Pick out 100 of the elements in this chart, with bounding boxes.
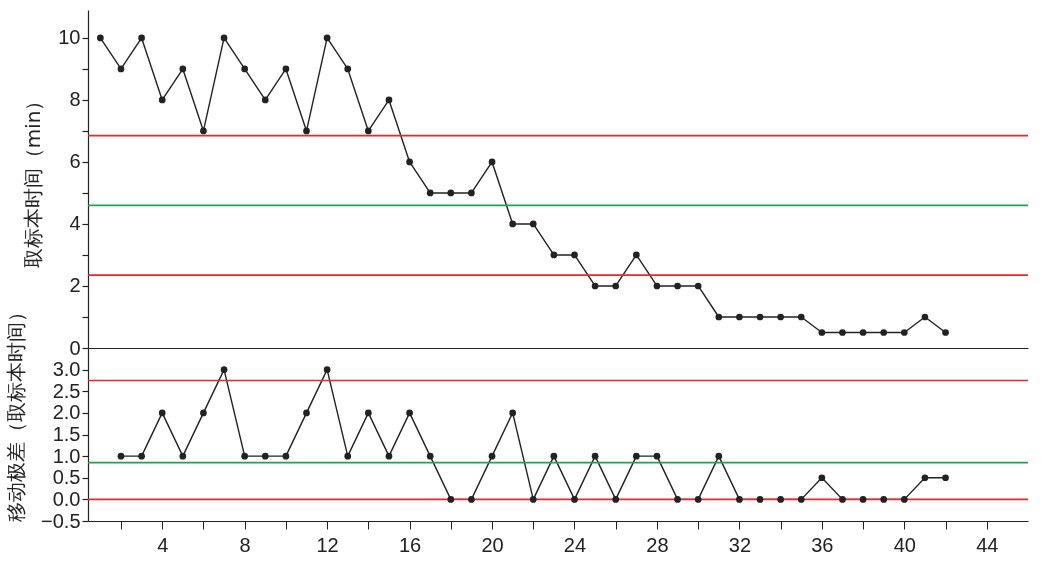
point	[612, 282, 620, 290]
y-tick-label: 0.0	[52, 487, 81, 510]
point	[365, 127, 372, 135]
point	[839, 329, 846, 336]
point	[509, 409, 516, 417]
y-tick-label: 6	[69, 150, 81, 173]
point	[900, 496, 908, 503]
point	[529, 220, 537, 228]
point	[818, 474, 826, 482]
point	[797, 496, 805, 503]
y-tick-label: −0.5	[41, 509, 81, 532]
point	[220, 34, 228, 42]
point	[179, 65, 187, 73]
point	[674, 496, 681, 503]
point	[447, 189, 455, 197]
x-tick-label: 24	[563, 533, 587, 556]
y-tick-label: 3.0	[52, 358, 81, 381]
y-axis-title: 移动极差（取标本时间）	[4, 301, 29, 522]
point	[674, 282, 681, 290]
point	[736, 313, 743, 321]
point	[406, 409, 413, 417]
x-tick-label: 36	[811, 533, 834, 556]
point	[550, 452, 558, 460]
point	[158, 409, 166, 417]
point	[942, 474, 949, 482]
point	[241, 65, 249, 73]
point	[323, 34, 331, 42]
y-tick-label: 1.0	[52, 444, 81, 467]
point	[261, 452, 269, 460]
point	[406, 158, 413, 166]
point	[942, 329, 949, 336]
y-tick-label: 8	[69, 88, 81, 111]
point	[756, 496, 764, 503]
point	[468, 496, 475, 503]
point	[344, 452, 352, 460]
point	[282, 65, 290, 73]
point	[323, 366, 331, 373]
x-tick-label: 16	[398, 533, 422, 556]
point	[138, 34, 145, 42]
point	[385, 452, 393, 460]
point	[653, 452, 661, 460]
point	[653, 282, 661, 290]
point	[571, 251, 578, 259]
point	[282, 452, 290, 460]
point	[426, 189, 434, 197]
x-tick-label: 8	[239, 533, 251, 556]
point	[859, 496, 867, 503]
point	[880, 329, 888, 336]
point	[900, 329, 908, 336]
point	[550, 251, 558, 259]
point	[117, 452, 125, 460]
point	[488, 158, 496, 166]
point	[591, 452, 599, 460]
point	[303, 127, 310, 135]
point	[839, 496, 846, 503]
point	[241, 452, 249, 460]
y-tick-label: 2.5	[52, 379, 81, 402]
point	[509, 220, 516, 228]
point	[529, 496, 537, 503]
y-axis-title: 取标本时间（min）	[21, 90, 46, 269]
y-tick-label: 4	[69, 212, 81, 235]
x-tick-label: 32	[728, 533, 752, 556]
point	[859, 329, 867, 336]
point	[632, 452, 640, 460]
x-tick-label: 4	[157, 533, 169, 556]
point	[97, 34, 104, 42]
x-tick-label: 28	[646, 533, 669, 556]
x-tick-label: 40	[893, 533, 916, 556]
point	[200, 127, 207, 135]
point	[447, 496, 455, 503]
x-tick-label: 12	[316, 533, 339, 556]
y-tick-label: 0.5	[52, 466, 81, 489]
point	[591, 282, 599, 290]
y-tick-label: 2	[69, 274, 81, 297]
point	[571, 496, 578, 503]
point	[921, 313, 929, 321]
point	[632, 251, 640, 259]
point	[138, 452, 145, 460]
point	[715, 452, 723, 460]
y-tick-label: 0	[69, 336, 81, 359]
point	[426, 452, 434, 460]
y-tick-label: 2.0	[52, 401, 81, 424]
point	[200, 409, 207, 417]
point	[756, 313, 764, 321]
point	[344, 65, 352, 73]
point	[385, 96, 393, 104]
point	[488, 452, 496, 460]
point	[921, 474, 929, 482]
point	[694, 496, 702, 503]
x-tick-label: 44	[976, 533, 999, 556]
point	[179, 452, 187, 460]
point	[797, 313, 805, 321]
point	[715, 313, 723, 321]
point	[158, 96, 166, 104]
point	[365, 409, 372, 417]
point	[117, 65, 125, 73]
point	[818, 329, 826, 336]
point	[777, 496, 784, 503]
point	[880, 496, 888, 503]
point	[468, 189, 475, 197]
